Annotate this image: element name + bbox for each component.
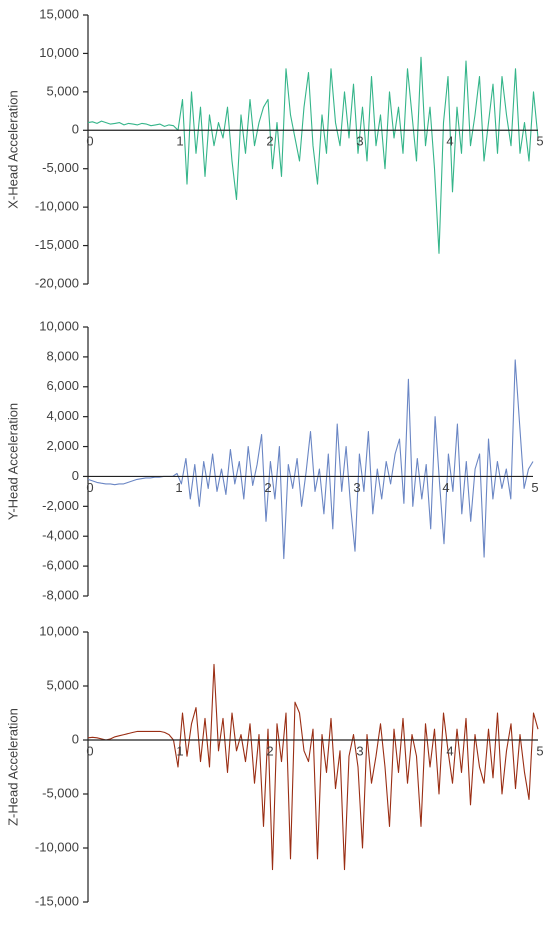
y-tick-label: 6,000 — [46, 378, 79, 393]
x-tick-label: 4 — [446, 743, 453, 758]
y-tick-label: 8,000 — [46, 348, 79, 363]
y-tick-label: 0 — [72, 731, 79, 746]
x-tick-label: 4 — [442, 480, 449, 495]
y-axis-label: Y-Head Acceleration — [5, 403, 20, 520]
x-tick-label: 1 — [175, 480, 182, 495]
y-tick-label: -6,000 — [42, 558, 79, 573]
y-tick-label: 4,000 — [46, 408, 79, 423]
x-tick-label: 5 — [536, 134, 543, 149]
x-tick-label: 0 — [86, 480, 93, 495]
x-tick-label: 3 — [356, 134, 363, 149]
x-tick-label: 2 — [266, 134, 273, 149]
y-tick-label: -15,000 — [35, 893, 79, 908]
y-tick-label: 0 — [72, 122, 79, 137]
y-axis-label: X-Head Acceleration — [5, 90, 20, 209]
y-tick-label: 10,000 — [39, 318, 79, 333]
y-tick-label: -20,000 — [35, 275, 79, 290]
x-tick-label: 1 — [176, 134, 183, 149]
y-tick-label: -2,000 — [42, 498, 79, 513]
y-tick-label: 0 — [72, 468, 79, 483]
y-tick-label: 2,000 — [46, 438, 79, 453]
y-tick-label: 15,000 — [39, 6, 79, 21]
data-line — [87, 56, 539, 254]
x-tick-label: 5 — [536, 743, 543, 758]
y-tick-label: -10,000 — [35, 199, 79, 214]
x-tick-label: 2 — [264, 480, 271, 495]
subplot: -20,000 -15,000 -10,000 -5,000 0 5,000 10,000 1… — [5, 6, 543, 290]
x-tick-label: 1 — [176, 743, 183, 758]
x-tick-label: 3 — [353, 480, 360, 495]
y-tick-label: 10,000 — [39, 623, 79, 638]
x-tick-label: 0 — [86, 743, 93, 758]
y-tick-label: 5,000 — [46, 677, 79, 692]
data-line — [87, 359, 534, 560]
y-tick-label: -4,000 — [42, 528, 79, 543]
y-tick-label: 5,000 — [46, 83, 79, 98]
y-tick-label: -5,000 — [42, 785, 79, 800]
y-tick-label: -15,000 — [35, 237, 79, 252]
x-tick-label: 3 — [356, 743, 363, 758]
y-axis-label: Z-Head Acceleration — [5, 708, 20, 826]
y-tick-label: -10,000 — [35, 839, 79, 854]
x-tick-label: 2 — [266, 743, 273, 758]
y-tick-label: -5,000 — [42, 160, 79, 175]
data-line — [87, 663, 539, 871]
subplot: -8,000 -6,000 -4,000 -2,000 0 2,000 4,000 6,000… — [5, 318, 538, 602]
x-tick-label: 4 — [446, 134, 453, 149]
x-tick-label: 5 — [531, 480, 538, 495]
y-tick-label: 10,000 — [39, 45, 79, 60]
x-tick-label: 0 — [86, 134, 93, 149]
y-tick-label: -8,000 — [42, 587, 79, 602]
subplot: -15,000 -10,000 -5,000 0 5,000 10,000 Z-Head A… — [5, 623, 543, 908]
